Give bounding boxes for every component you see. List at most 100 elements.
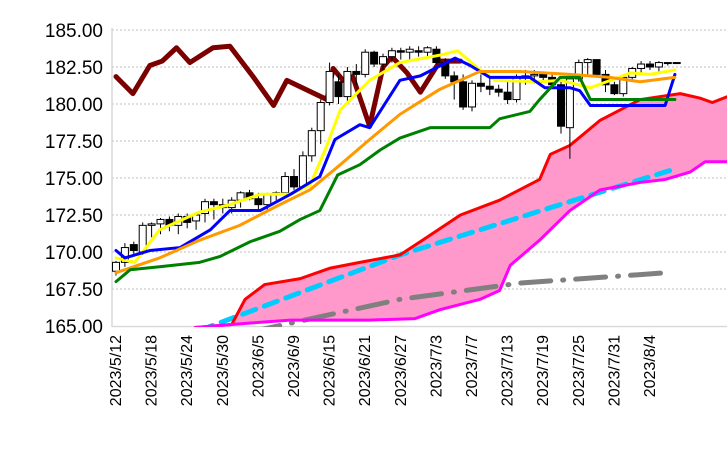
- x-tick-label: 2023/7/19: [535, 335, 552, 406]
- candle: [646, 61, 654, 70]
- x-tick-label: 2023/5/12: [108, 335, 125, 406]
- x-tick-label: 2023/6/15: [322, 335, 339, 406]
- candle-body: [112, 261, 120, 272]
- candle-body: [325, 70, 334, 104]
- candle: [476, 74, 485, 93]
- candle: [663, 62, 672, 66]
- candle-body: [663, 62, 672, 65]
- candle-body: [583, 59, 592, 64]
- candle: [672, 62, 681, 65]
- candle-body: [530, 73, 539, 77]
- candle-body: [370, 51, 379, 65]
- candle: [485, 77, 494, 96]
- candle-body: [494, 88, 503, 93]
- x-tick-label: 2023/6/5: [250, 335, 267, 397]
- candle: [494, 84, 503, 97]
- leading-span-b-line: [193, 160, 727, 327]
- lagging-span-line: [113, 43, 463, 129]
- y-tick-label: 167.50: [45, 280, 103, 301]
- candle-body: [201, 201, 209, 215]
- y-tick-label: 165.00: [45, 317, 103, 338]
- candle-body: [405, 48, 414, 53]
- candle: [156, 217, 165, 235]
- candle: [592, 59, 601, 78]
- candle: [414, 46, 423, 57]
- candle: [370, 50, 379, 67]
- candle-body: [414, 50, 423, 53]
- candle-body: [503, 91, 512, 101]
- candle-body: [254, 198, 263, 206]
- candle-body: [485, 85, 494, 90]
- candle-body: [592, 59, 601, 75]
- candle-body: [610, 84, 619, 95]
- candle-body: [423, 47, 432, 53]
- candle: [637, 61, 646, 75]
- candle: [610, 81, 619, 96]
- x-axis: 2023/5/12 2023/5/18 2023/5/24 2023/5/30 2023…: [108, 335, 659, 406]
- candle: [129, 241, 138, 255]
- candle-body: [646, 63, 654, 68]
- x-tick-label: 2023/7/25: [571, 335, 588, 406]
- candle-body: [343, 70, 352, 98]
- candle: [583, 58, 592, 75]
- candle-body: [654, 62, 663, 68]
- candle-body: [672, 62, 681, 65]
- x-tick-label: 2023/6/27: [393, 335, 410, 406]
- candle: [361, 49, 370, 78]
- candle: [405, 46, 414, 60]
- candle-body: [361, 51, 370, 75]
- candle-body: [637, 63, 646, 69]
- y-tick-label: 177.50: [45, 132, 103, 153]
- x-tick-label: 2023/5/30: [215, 335, 232, 406]
- x-tick-label: 2023/6/21: [357, 335, 374, 406]
- trend-gray-line: [261, 270, 670, 327]
- y-axis: 165.00 167.50 170.00 172.50 175.00 177.50 180.…: [45, 21, 103, 338]
- candle-body: [156, 218, 165, 225]
- candle: [325, 62, 334, 106]
- candle: [468, 80, 476, 112]
- x-tick-label: 2023/6/9: [286, 335, 303, 397]
- x-tick-label: 2023/7/3: [428, 335, 445, 397]
- x-tick-label: 2023/5/18: [144, 335, 161, 406]
- candle-body: [129, 244, 138, 252]
- candle-body: [298, 155, 307, 188]
- candle-body: [539, 73, 548, 78]
- candle: [387, 47, 396, 63]
- ma-green-line: [114, 75, 677, 284]
- candle-body: [396, 50, 405, 53]
- candle: [307, 127, 316, 162]
- candle: [281, 172, 290, 195]
- candle-body: [468, 82, 476, 108]
- y-tick-label: 175.00: [45, 169, 103, 190]
- candle-body: [334, 81, 343, 98]
- candle-body: [263, 193, 272, 206]
- ma-blue-line: [114, 56, 677, 260]
- candle-body: [459, 81, 468, 108]
- x-tick-label: 2023/7/31: [606, 335, 623, 406]
- candle-body: [281, 176, 290, 194]
- candle: [334, 74, 343, 104]
- candle: [290, 169, 298, 190]
- candle-body: [307, 130, 316, 157]
- candle-body: [476, 82, 485, 87]
- candle: [557, 77, 565, 134]
- x-tick-label: 2023/7/13: [500, 335, 517, 406]
- x-tick-label: 2023/7/7: [464, 335, 481, 397]
- y-tick-label: 182.50: [45, 58, 103, 79]
- candle: [316, 99, 325, 144]
- candle: [343, 67, 352, 104]
- candle-body: [565, 78, 574, 129]
- candle-body: [209, 201, 218, 206]
- candle-body: [290, 176, 298, 188]
- candle-body: [619, 76, 628, 95]
- candle-body: [379, 56, 387, 65]
- x-tick-label: 2023/5/24: [179, 335, 196, 406]
- leading-span-a-line: [193, 92, 727, 327]
- candle-body: [147, 223, 156, 226]
- candle: [352, 64, 361, 85]
- ma-orange-line: [114, 69, 677, 275]
- y-tick-label: 185.00: [45, 21, 103, 42]
- candle: [147, 222, 156, 238]
- y-tick-label: 172.50: [45, 206, 103, 227]
